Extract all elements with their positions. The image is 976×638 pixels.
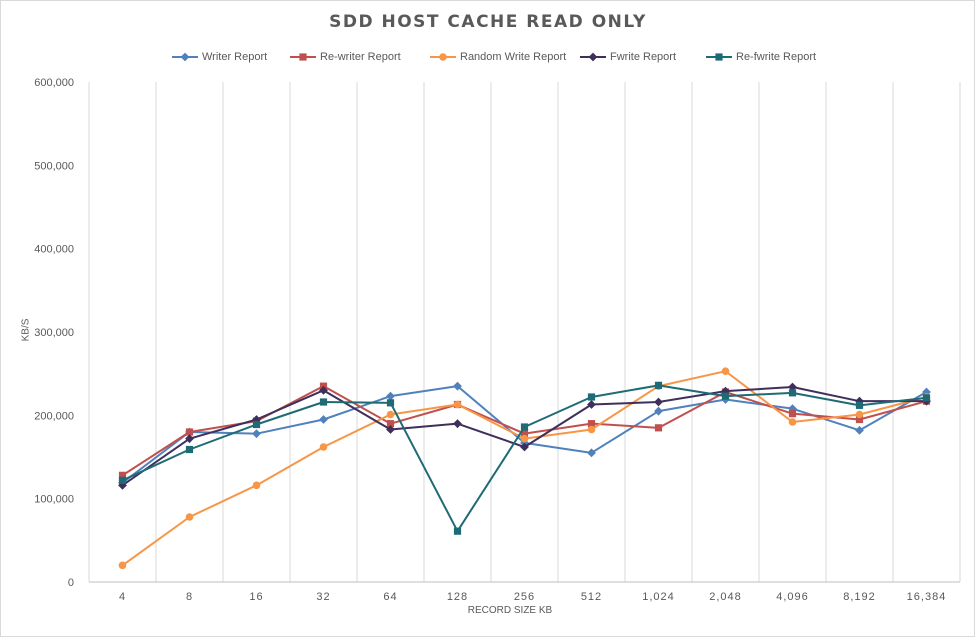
data-point (588, 52, 598, 62)
data-point (587, 393, 596, 401)
data-point (319, 415, 328, 424)
data-point (118, 476, 127, 484)
y-tick-label: 0 (68, 577, 74, 589)
data-point (299, 53, 307, 61)
series-re-fwrite-report (118, 381, 931, 535)
data-point (252, 415, 261, 424)
data-point (520, 434, 529, 443)
data-point (587, 400, 596, 409)
data-point (788, 410, 797, 418)
data-point (715, 53, 723, 61)
data-point (520, 423, 529, 431)
data-point (439, 53, 447, 61)
series-random-write-report (118, 367, 931, 570)
data-point (654, 381, 663, 389)
data-point (520, 442, 529, 452)
data-point (118, 561, 127, 570)
chart-title: SDD HOST CACHE READ ONLY (329, 12, 647, 32)
legend-swatch (430, 53, 456, 61)
legend-item: Random Write Report (430, 48, 566, 66)
x-tick-label: 512 (581, 591, 602, 603)
data-point (453, 381, 462, 391)
x-tick-label: 4 (119, 591, 126, 603)
data-point (386, 425, 395, 434)
data-point (453, 527, 462, 535)
data-point (386, 399, 395, 407)
legend-swatch (290, 53, 316, 61)
data-point (386, 420, 395, 428)
data-point (453, 419, 462, 429)
y-tick-label: 100,000 (34, 494, 74, 506)
y-tick-label: 400,000 (34, 244, 74, 256)
data-point (855, 401, 864, 409)
data-point (453, 400, 462, 409)
data-point (319, 443, 328, 451)
data-point (654, 397, 663, 407)
legend-item: Fwrite Report (580, 48, 676, 66)
data-point (386, 391, 395, 401)
y-tick-label: 500,000 (34, 160, 74, 172)
y-tick-label: 300,000 (34, 327, 74, 339)
data-point (855, 425, 864, 435)
y-tick-label: 200,000 (34, 410, 74, 422)
data-point (654, 424, 663, 432)
data-point (319, 385, 328, 395)
x-tick-label: 16,384 (907, 591, 947, 603)
legend-swatch (580, 52, 606, 62)
data-point (587, 448, 596, 458)
x-tick-label: 2,048 (709, 591, 742, 603)
legend-label: Re-fwrite Report (736, 51, 817, 63)
data-point (855, 410, 864, 419)
data-point (587, 425, 596, 434)
x-tick-label: 32 (316, 591, 330, 603)
data-point (386, 410, 395, 419)
data-point (252, 429, 261, 439)
data-point (855, 415, 864, 424)
data-point (922, 387, 931, 397)
data-point (252, 420, 261, 429)
x-tick-label: 8 (186, 591, 193, 603)
legend-label: Re-writer Report (320, 51, 401, 63)
legend-swatch (706, 53, 732, 61)
data-point (185, 428, 194, 436)
data-point (180, 52, 190, 62)
data-point (788, 418, 797, 426)
chart-legend: Writer Report Re-writer Report Random Writ… (0, 48, 976, 66)
x-tick-label: 64 (383, 591, 397, 603)
data-point (252, 481, 261, 490)
x-tick-label: 4,096 (776, 591, 809, 603)
data-point (520, 430, 529, 438)
data-point (721, 392, 730, 400)
data-point (185, 434, 194, 444)
data-point (922, 394, 931, 402)
x-tick-label: 1,024 (642, 591, 675, 603)
series-line (122, 384, 927, 533)
data-point (319, 398, 328, 406)
legend-label: Fwrite Report (610, 51, 677, 63)
x-axis-label: RECORD SIZE KB (467, 605, 553, 616)
data-point (788, 389, 797, 397)
data-point (185, 513, 194, 521)
y-axis-label: KB/S (20, 318, 32, 342)
data-point (587, 420, 596, 428)
x-tick-label: 8,192 (843, 591, 876, 603)
x-tick-label: 128 (447, 591, 468, 603)
y-tick-label: 600,000 (34, 77, 74, 89)
x-tick-label: 256 (514, 591, 535, 603)
legend-label: Random Write Report (460, 51, 567, 63)
data-point (788, 382, 797, 392)
data-point (721, 367, 730, 375)
legend-swatch (172, 52, 198, 62)
legend-label: Writer Report (202, 51, 268, 63)
series-line (121, 370, 927, 567)
data-point (118, 471, 127, 479)
data-point (185, 445, 194, 454)
data-point (654, 406, 663, 416)
legend-item: Re-fwrite Report (706, 48, 816, 66)
legend-item: Writer Report (172, 48, 267, 66)
x-tick-label: 16 (249, 591, 263, 603)
legend-item: Re-writer Report (290, 48, 401, 66)
